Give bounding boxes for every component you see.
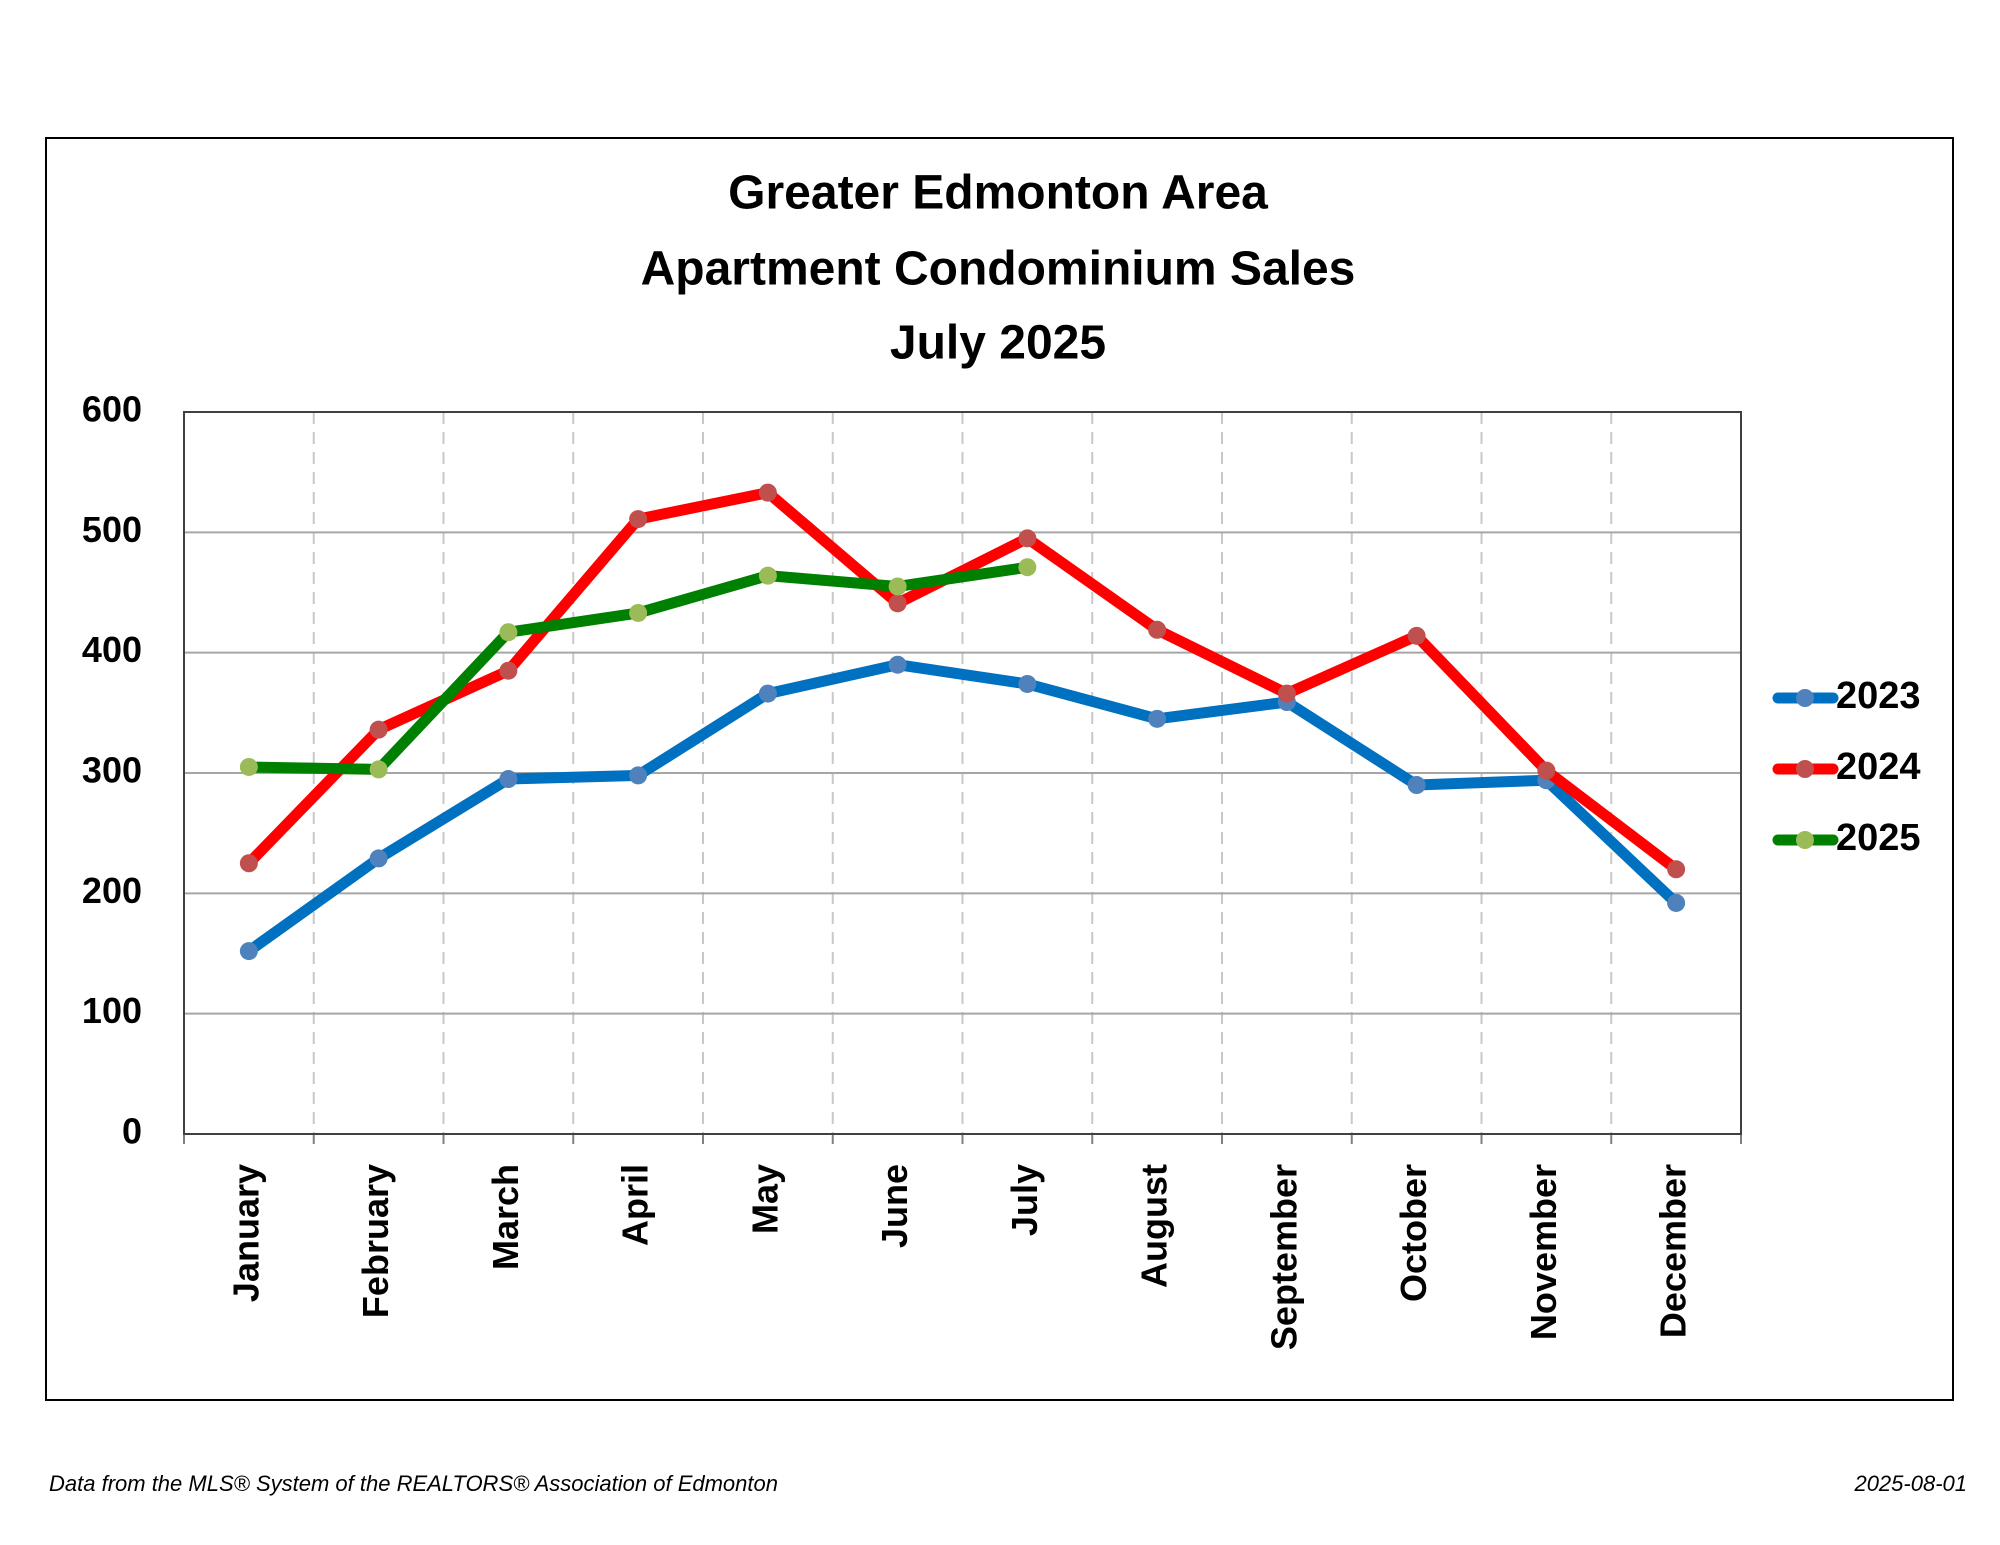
data-point: [758, 483, 777, 502]
x-tick-label: May: [744, 1164, 785, 1234]
y-tick-label: 600: [82, 389, 142, 430]
data-point: [1277, 684, 1296, 703]
data-point: [1667, 893, 1686, 912]
legend-marker: [1796, 831, 1814, 849]
data-point: [499, 770, 518, 789]
series-line: [245, 659, 1680, 956]
chart-title: Apartment Condominium Sales: [641, 243, 1356, 296]
data-point: [629, 766, 648, 785]
y-tick-label: 200: [82, 870, 142, 911]
legend-marker: [1796, 689, 1814, 707]
legend-label: 2025: [1836, 817, 1921, 859]
chart-title: July 2025: [890, 317, 1106, 370]
x-tick-label: February: [355, 1164, 396, 1318]
x-tick-label: August: [1134, 1164, 1175, 1288]
data-point: [888, 577, 907, 596]
x-tick-label: November: [1523, 1164, 1564, 1340]
data-point: [1148, 709, 1167, 728]
data-point: [239, 942, 258, 961]
x-tick-label: December: [1653, 1164, 1694, 1338]
y-tick-label: 100: [82, 990, 142, 1031]
data-point: [499, 661, 518, 680]
data-point: [239, 757, 258, 776]
x-tick-label: July: [1004, 1164, 1045, 1236]
footer-date: 2025-08-01: [1853, 1471, 1967, 1496]
data-point: [369, 760, 388, 779]
y-tick-label: 300: [82, 750, 142, 791]
plot-frame: [183, 411, 1742, 1135]
data-point: [888, 594, 907, 613]
data-point: [629, 603, 648, 622]
data-point: [1667, 860, 1686, 879]
data-point: [499, 623, 518, 642]
data-point: [758, 684, 777, 703]
data-point: [239, 854, 258, 873]
legend-marker: [1796, 760, 1814, 778]
series-line: [244, 487, 1680, 874]
data-point: [369, 849, 388, 868]
data-point: [1148, 620, 1167, 639]
data-point: [629, 510, 648, 529]
y-tick-label: 400: [82, 629, 142, 670]
x-tick-label: March: [485, 1164, 526, 1270]
data-point: [1407, 776, 1426, 795]
data-point: [1018, 529, 1037, 548]
x-tick-label: June: [874, 1164, 915, 1248]
data-point: [1407, 626, 1426, 645]
footer-source: Data from the MLS® System of the REALTOR…: [49, 1471, 778, 1496]
data-point: [1018, 674, 1037, 693]
legend-label: 2023: [1836, 675, 1921, 717]
data-point: [1537, 761, 1556, 780]
x-tick-label: January: [225, 1164, 266, 1302]
x-tick-label: September: [1263, 1164, 1304, 1350]
legend-label: 2024: [1836, 746, 1921, 788]
x-tick-label: October: [1393, 1164, 1434, 1302]
y-tick-label: 500: [82, 509, 142, 550]
data-point: [888, 655, 907, 674]
x-tick-label: April: [615, 1164, 656, 1246]
chart-title: Greater Edmonton Area: [728, 167, 1268, 220]
data-point: [369, 720, 388, 739]
data-point: [1018, 558, 1037, 577]
data-point: [758, 566, 777, 585]
y-tick-label: 0: [122, 1111, 142, 1152]
